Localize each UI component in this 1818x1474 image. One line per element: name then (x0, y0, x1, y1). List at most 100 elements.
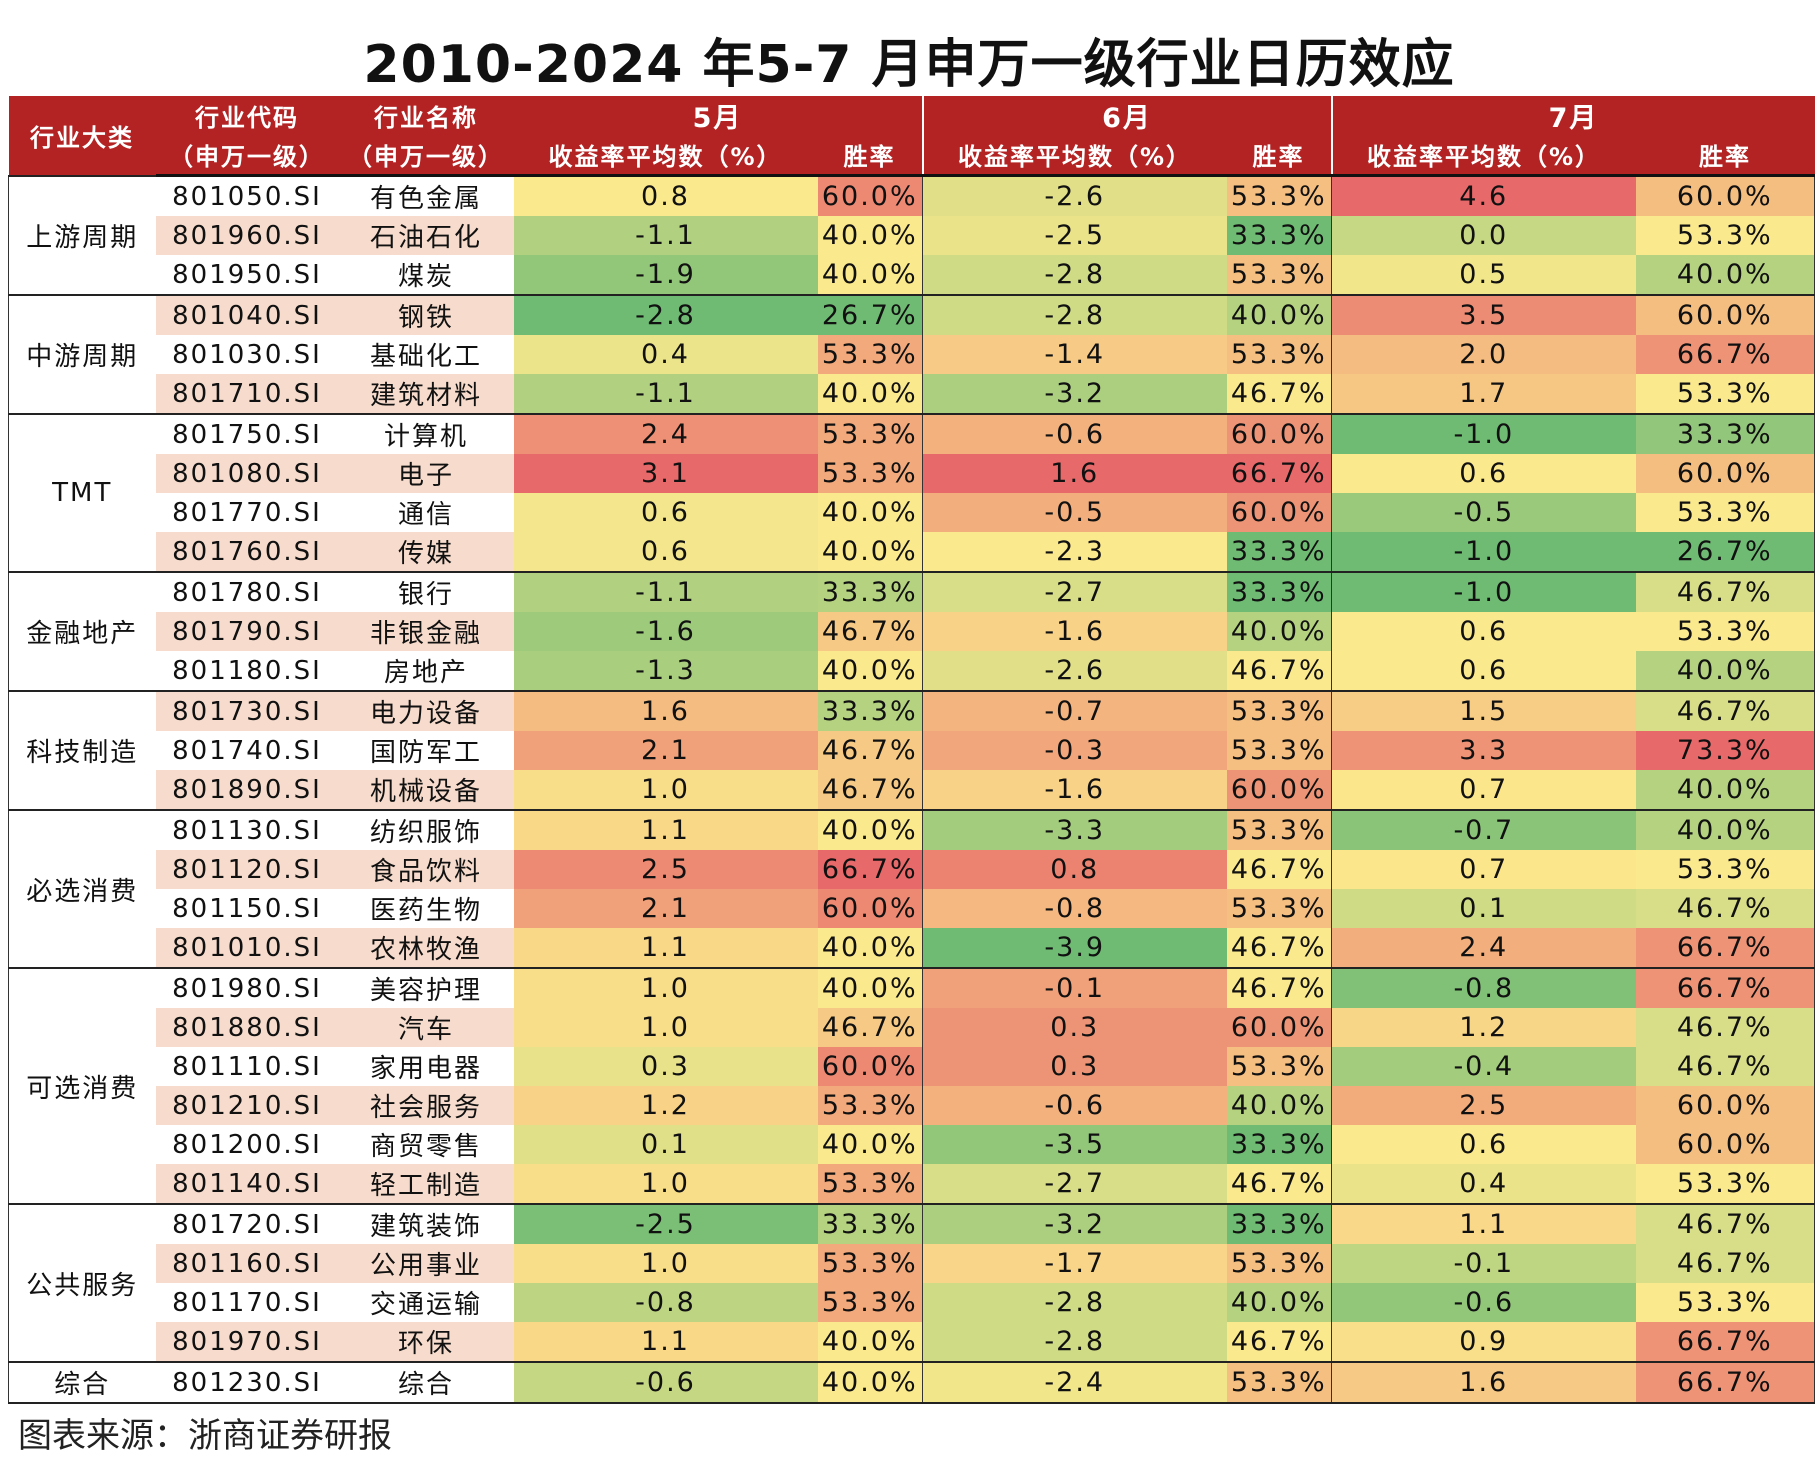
jul-winrate-cell: 53.3% (1635, 493, 1816, 532)
jun-winrate-cell: 53.3% (1226, 335, 1332, 374)
jun-return-cell: -2.8 (922, 1322, 1227, 1362)
jun-winrate-cell: 46.7% (1226, 967, 1332, 1008)
industry-code-cell: 801740.SI (172, 735, 322, 766)
may-winrate-cell: 53.3% (817, 1244, 923, 1283)
jun-return-cell: -2.7 (922, 1164, 1227, 1204)
jul-return-cell: 1.6 (1331, 1361, 1636, 1404)
table-row: 801010.SI 农林牧渔 1.1 40.0% -3.9 46.7% 2.4 66.7% (9, 928, 1816, 968)
jun-return-cell: -0.5 (922, 493, 1227, 532)
jul-winrate-cell: 40.0% (1635, 770, 1816, 810)
industry-name-cell: 电力设备 (338, 690, 514, 731)
may-return-cell: 0.8 (513, 174, 818, 216)
jul-winrate-cell: 46.7% (1635, 571, 1816, 612)
jun-winrate-cell: 60.0% (1226, 1008, 1332, 1047)
industry-code-cell: 801170.SI (172, 1287, 322, 1318)
jun-winrate-cell: 33.3% (1226, 532, 1332, 572)
table-body: 上游周期 801050.SI 有色金属 0.8 60.0% -2.6 53.3% 4.6 60.… (8, 174, 1816, 1404)
header-name: 行业名称 (338, 96, 514, 135)
category-cell: 中游周期 (8, 294, 156, 414)
industry-code-cell: 801880.SI (155, 1008, 339, 1047)
may-return-cell: -2.8 (513, 294, 818, 335)
industry-name-cell: 银行 (338, 571, 514, 612)
jun-return-cell: -2.5 (922, 216, 1227, 255)
jun-return-cell: -0.8 (922, 889, 1227, 928)
industry-name-cell: 传媒 (338, 532, 514, 572)
industry-code-cell: 801950.SI (172, 259, 322, 290)
table-row: 801970.SI 环保 1.1 40.0% -2.8 46.7% 0.9 66.7% (9, 1322, 1816, 1362)
jul-winrate-cell: 66.7% (1635, 335, 1816, 374)
header-jul-winrate: 胜率 (1635, 135, 1815, 177)
category-cell: 必选消费 (8, 809, 156, 968)
may-winrate-cell: 40.0% (817, 1125, 923, 1164)
may-winrate-cell: 46.7% (817, 612, 923, 651)
header-jun-return: 收益率平均数（%） (921, 135, 1227, 177)
jul-winrate-cell: 60.0% (1635, 454, 1816, 493)
jul-return-cell: 3.5 (1331, 294, 1636, 335)
jun-winrate-cell: 53.3% (1226, 731, 1332, 770)
jun-winrate-cell: 40.0% (1226, 1283, 1332, 1322)
industry-code-cell: 801730.SI (155, 690, 339, 731)
jun-winrate-cell: 33.3% (1226, 216, 1332, 255)
jun-winrate-cell: 33.3% (1226, 1203, 1332, 1244)
table-row: 上游周期 801050.SI 有色金属 0.8 60.0% -2.6 53.3% 4.6 60.… (8, 174, 1816, 295)
header-name-sub: （申万一级） (338, 135, 514, 177)
industry-code-cell: 801780.SI (155, 571, 339, 612)
industry-code-cell: 801150.SI (172, 893, 322, 924)
jun-winrate-cell: 40.0% (1226, 294, 1332, 335)
table-row: 金融地产 801780.SI 银行 -1.1 33.3% -2.7 33.3% -1.0 46.… (8, 571, 1816, 691)
jun-winrate-cell: 53.3% (1226, 1047, 1332, 1086)
header-month-jun: 6月 (921, 96, 1332, 135)
may-winrate-cell: 33.3% (817, 1203, 923, 1244)
may-return-cell: 0.1 (513, 1125, 818, 1164)
jun-return-cell: -3.3 (922, 809, 1227, 850)
jul-winrate-cell: 66.7% (1635, 967, 1816, 1008)
table-row: 801200.SI 商贸零售 0.1 40.0% -3.5 33.3% 0.6 60.0% (9, 1125, 1816, 1164)
table-header: 行业大类 行业代码 行业名称 5月 6月 7月 （申万一级） （申万一级） 收益… (8, 96, 1815, 177)
jul-return-cell: 1.7 (1331, 374, 1636, 414)
may-winrate-cell: 40.0% (817, 928, 923, 968)
table-row: 801740.SI 国防军工 2.1 46.7% -0.3 53.3% 3.3 73.3% (9, 731, 1816, 770)
may-winrate-cell: 40.0% (817, 967, 923, 1008)
table-row: TMT 801750.SI 计算机 2.4 53.3% -0.6 60.0% -1.0 33.3… (8, 413, 1816, 572)
jul-return-cell: 3.3 (1331, 731, 1636, 770)
industry-code-cell: 801970.SI (155, 1322, 339, 1362)
jul-return-cell: 2.5 (1331, 1086, 1636, 1125)
jul-winrate-cell: 46.7% (1635, 1047, 1816, 1086)
jul-winrate-cell: 46.7% (1635, 889, 1816, 928)
jun-return-cell: -2.3 (922, 532, 1227, 572)
jun-return-cell: -2.4 (922, 1361, 1227, 1404)
jul-return-cell: -0.5 (1331, 493, 1636, 532)
industry-name-cell: 建筑材料 (338, 374, 514, 414)
jul-return-cell: 1.1 (1331, 1203, 1636, 1244)
jul-winrate-cell: 40.0% (1635, 651, 1816, 691)
jun-return-cell: -3.2 (922, 374, 1227, 414)
may-return-cell: 2.5 (513, 850, 818, 889)
may-winrate-cell: 40.0% (817, 651, 923, 691)
may-winrate-cell: 46.7% (817, 770, 923, 810)
table-row: 801770.SI 通信 0.6 40.0% -0.5 60.0% -0.5 53.3% (9, 493, 1816, 532)
category-cell: 科技制造 (8, 690, 156, 810)
jul-winrate-cell: 60.0% (1635, 294, 1816, 335)
category-cell: 综合 (8, 1361, 156, 1404)
table-row: 801760.SI 传媒 0.6 40.0% -2.3 33.3% -1.0 26.7% (9, 532, 1816, 572)
header-jul-return: 收益率平均数（%） (1330, 135, 1636, 177)
jun-return-cell: -2.7 (922, 571, 1227, 612)
industry-code-cell: 801890.SI (155, 770, 339, 810)
industry-code-cell: 801110.SI (172, 1051, 322, 1082)
category-cell: 可选消费 (8, 967, 156, 1204)
may-winrate-cell: 53.3% (817, 1086, 923, 1125)
jun-return-cell: 0.3 (922, 1008, 1227, 1047)
industry-code-cell: 801960.SI (155, 216, 339, 255)
jul-return-cell: 0.0 (1331, 216, 1636, 255)
jul-return-cell: -0.7 (1331, 809, 1636, 850)
industry-name-cell: 钢铁 (338, 294, 514, 335)
industry-code-cell: 801790.SI (155, 612, 339, 651)
may-return-cell: -1.6 (513, 612, 818, 651)
may-winrate-cell: 46.7% (817, 1008, 923, 1047)
jul-winrate-cell: 53.3% (1635, 216, 1816, 255)
may-return-cell: -1.9 (513, 255, 818, 295)
table-row: 801710.SI 建筑材料 -1.1 40.0% -3.2 46.7% 1.7 53.3% (9, 374, 1816, 414)
may-winrate-cell: 60.0% (817, 174, 923, 216)
header-code-sub: （申万一级） (155, 135, 339, 177)
jun-return-cell: -0.3 (922, 731, 1227, 770)
